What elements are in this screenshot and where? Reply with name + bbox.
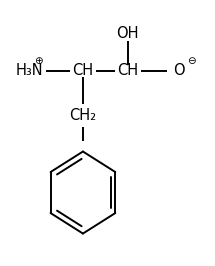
Text: OH: OH: [117, 26, 139, 41]
Text: ⊖: ⊖: [187, 56, 196, 66]
Text: CH₂: CH₂: [69, 108, 97, 123]
Text: ⊕: ⊕: [34, 56, 42, 66]
Text: H₃N: H₃N: [16, 63, 43, 78]
Text: CH: CH: [72, 63, 94, 78]
Text: O: O: [173, 63, 185, 78]
Text: CH: CH: [117, 63, 138, 78]
